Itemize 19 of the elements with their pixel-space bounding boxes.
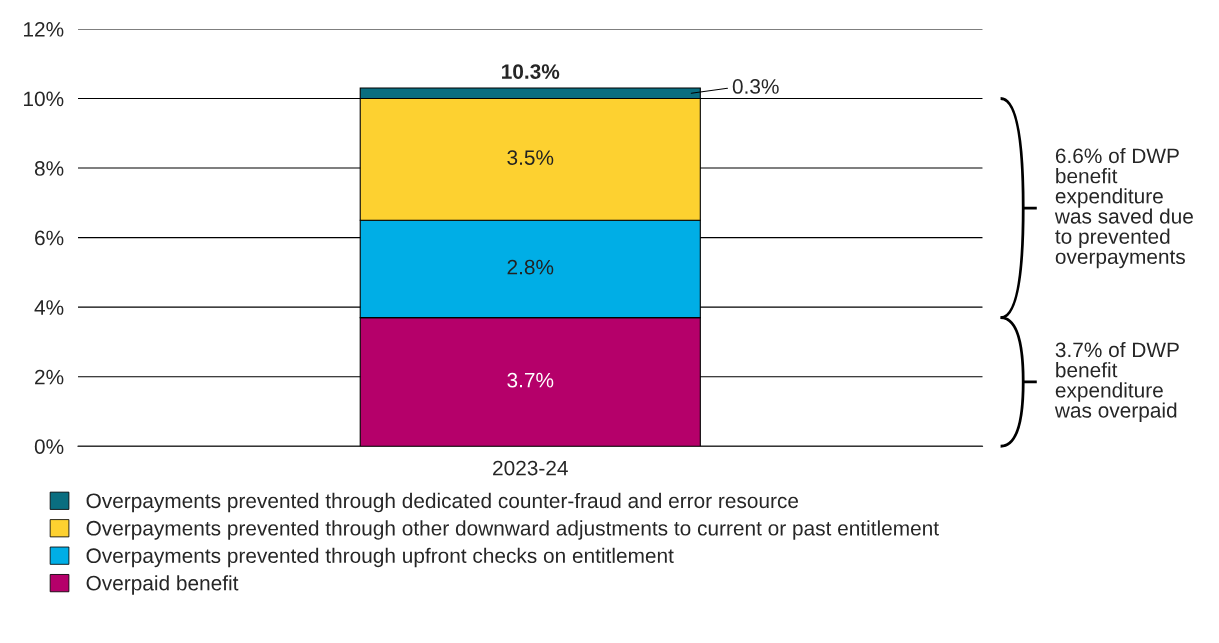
data-label: 3.5% [507,150,554,165]
total-label: 10.3% [502,64,560,79]
text: 3.7% of DWP benefit expenditure was overpaid [1054,341,1179,422]
legend-label: Overpayments prevented through upfront checks on entitlement [86,547,674,568]
y-tick-label: 12% [24,21,64,37]
y-tick-label: 0% [34,439,64,454]
data-label: 2.8% [507,259,554,275]
y-tick-label: 4% [34,300,64,315]
data-label: 3.7% [507,372,554,388]
data-label: 0.3% [732,79,779,94]
text: 6.6% of DWP benefit expenditure was saved due to prevented overpayments [1054,147,1193,269]
y-tick-label: 2% [35,369,64,385]
x-tick-label: 2023-24 [493,460,568,476]
legend-label: Overpayments prevented through dedicated counter-fraud and error resource [86,492,799,513]
legend-label: Overpayments prevented through other downward adjustments to current or past entitlement [86,520,939,540]
y-tick-label: 6% [35,230,64,246]
legend-label: Overpaid benefit [86,575,239,595]
y-tick-label: 8% [34,161,64,176]
y-tick-label: 10% [24,91,64,107]
